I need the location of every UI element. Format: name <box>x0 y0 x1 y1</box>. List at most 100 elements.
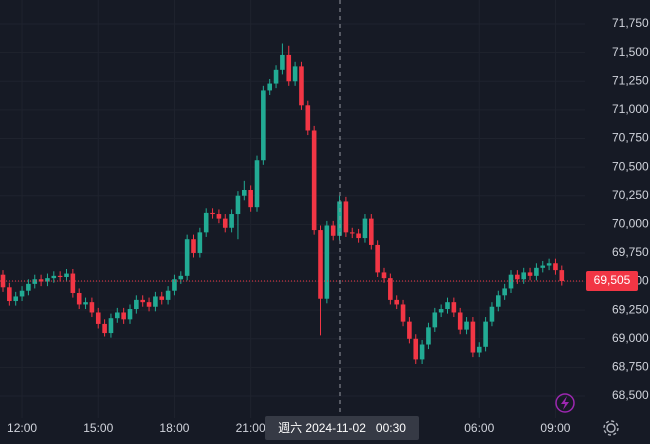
candle-body <box>292 66 298 82</box>
candle-body <box>426 327 431 345</box>
candle-body <box>521 272 526 280</box>
x-tick-label: 06:00 <box>464 421 494 435</box>
candle-body <box>89 302 95 313</box>
y-tick-label: 70,500 <box>612 159 649 173</box>
candle-body <box>470 321 476 353</box>
candle-body <box>222 218 228 228</box>
candle-body <box>146 302 152 307</box>
candle-body <box>267 83 272 91</box>
y-tick-label: 70,250 <box>612 188 649 202</box>
candle-body <box>178 275 184 280</box>
candle-body <box>559 270 565 281</box>
candle-body <box>330 225 336 236</box>
crosshair-label-box <box>265 416 419 440</box>
candle-body <box>515 274 520 280</box>
x-tick-label: 15:00 <box>83 421 113 435</box>
x-tick-label: 21:00 <box>236 421 266 435</box>
last-price-label: 69,505 <box>594 273 631 287</box>
y-tick-label: 68,500 <box>612 388 649 402</box>
y-tick-label: 70,750 <box>612 131 649 145</box>
candle-body <box>7 287 12 302</box>
x-tick-label: 09:00 <box>540 421 570 435</box>
candle-body <box>394 299 399 305</box>
candle-body <box>242 190 247 196</box>
candle-body <box>445 302 450 310</box>
last-price-box <box>586 270 638 291</box>
candle-body <box>400 304 406 322</box>
candle-body <box>191 239 196 253</box>
candle-body <box>413 338 419 360</box>
candle-body <box>203 212 209 233</box>
candle-body <box>451 302 457 313</box>
candle-body <box>153 296 158 307</box>
candle-body <box>172 279 177 291</box>
y-tick-label: 71,250 <box>612 73 649 87</box>
candle-body <box>26 283 31 291</box>
candle-body <box>407 321 412 339</box>
candle-body <box>419 344 425 360</box>
candle-body <box>286 54 292 82</box>
x-tick-label: 12:00 <box>7 421 37 435</box>
candle-body <box>165 290 171 300</box>
candle-body <box>432 312 438 328</box>
candle-body <box>19 290 25 297</box>
y-tick-label: 69,750 <box>612 245 649 259</box>
y-tick-label: 70,000 <box>612 217 649 231</box>
candle-body <box>108 318 114 334</box>
y-tick-label: 71,750 <box>612 16 649 30</box>
candle-body <box>356 233 361 239</box>
candle-body <box>76 293 82 305</box>
candle-body <box>553 263 558 271</box>
candle-body <box>210 212 215 215</box>
candle-body <box>508 274 514 289</box>
candle-body <box>216 214 222 219</box>
x-tick-label: 18:00 <box>159 421 189 435</box>
candle-body <box>51 275 57 279</box>
candle-body <box>464 321 469 330</box>
candle-body <box>248 190 253 208</box>
candle-body <box>184 239 190 276</box>
replay-icon[interactable] <box>555 393 575 413</box>
candle-body <box>197 232 203 253</box>
candle-body <box>324 225 330 299</box>
candle-body <box>438 309 444 313</box>
candle-body <box>134 299 139 310</box>
candle-body <box>496 295 501 307</box>
candle-body <box>546 263 552 266</box>
candle-body <box>305 105 311 131</box>
candle-body <box>502 288 507 296</box>
candle-body <box>362 218 368 239</box>
candle-body <box>540 265 546 268</box>
candle-body <box>127 309 133 320</box>
candle-body <box>527 272 533 276</box>
y-tick-label: 68,750 <box>612 360 649 374</box>
candle-body <box>159 296 165 300</box>
candle-body <box>115 312 120 319</box>
settings-icon[interactable] <box>603 420 619 436</box>
y-tick-label: 69,250 <box>612 302 649 316</box>
candle-body <box>70 273 76 294</box>
candle-body <box>102 323 107 334</box>
candle-body <box>140 299 145 303</box>
candle-body <box>273 69 279 84</box>
y-tick-label: 69,000 <box>612 331 649 345</box>
candle-body <box>534 267 539 276</box>
candle-body <box>121 312 126 320</box>
candle-body <box>83 302 88 305</box>
y-tick-label: 71,500 <box>612 45 649 59</box>
candle-body <box>381 272 387 279</box>
candle-body <box>280 54 285 70</box>
candle-body <box>235 195 241 215</box>
candle-body <box>13 296 18 302</box>
axes: 68,50068,75069,00069,25069,50069,75070,0… <box>7 16 649 435</box>
candle-body <box>254 160 260 208</box>
crosshair-label: 週六 2024-11-02 00:30 <box>278 421 406 435</box>
candle-body <box>229 214 234 228</box>
candle-body <box>369 218 374 245</box>
candle-body <box>95 312 101 324</box>
candle-body <box>311 130 317 231</box>
candle-body <box>476 346 482 353</box>
candle-body <box>45 278 50 282</box>
